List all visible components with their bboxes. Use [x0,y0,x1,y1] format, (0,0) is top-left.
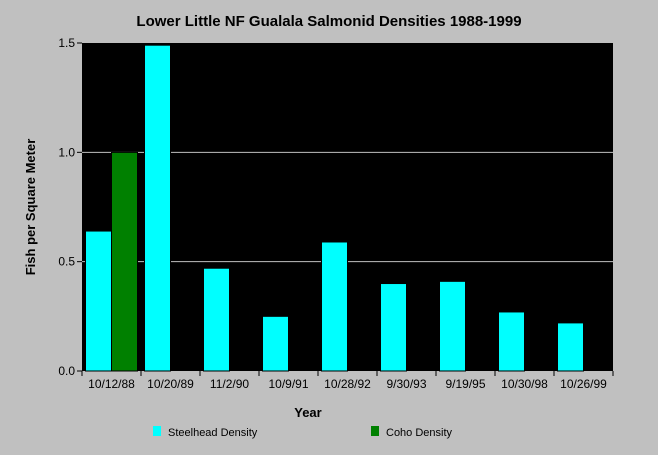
x-tick-label: 10/9/91 [268,377,308,391]
y-tick-label: 1.5 [58,36,75,50]
chart-title: Lower Little NF Gualala Salmonid Densiti… [136,13,521,30]
bar [203,267,230,372]
legend-swatch [371,426,379,436]
x-tick-label: 10/26/99 [560,377,607,391]
bar [557,322,584,372]
y-axis-label: Fish per Square Meter [23,139,38,276]
bar [439,280,466,372]
x-tick-label: 11/2/90 [210,377,249,391]
bars [85,44,584,372]
bar [111,151,138,372]
legend-label: Steelhead Density [168,427,258,439]
x-tick-label: 10/28/92 [324,377,371,391]
legend-swatch [153,426,161,436]
axis-ticks: 0.0 0.5 1.0 1.5 10/12/88 10/20/89 11/2/90 10/9/… [58,36,614,391]
bar [262,315,289,372]
bar [85,230,112,372]
legend-label: Coho Density [386,427,453,439]
x-tick-label: 10/20/89 [147,377,194,391]
x-axis-label: Year [294,405,321,420]
bar [380,283,407,372]
x-tick-label: 10/12/88 [88,377,135,391]
x-tick-label: 10/30/98 [501,377,548,391]
bar [321,241,348,372]
legend: Steelhead Density Coho Density [153,426,453,439]
x-tick-label: 9/19/95 [445,377,485,391]
y-tick-label: 0.0 [58,364,75,378]
y-tick-label: 0.5 [58,255,75,269]
y-tick-label: 1.0 [58,145,75,159]
bar [144,44,171,372]
bar [498,311,525,372]
x-tick-label: 9/30/93 [386,377,426,391]
